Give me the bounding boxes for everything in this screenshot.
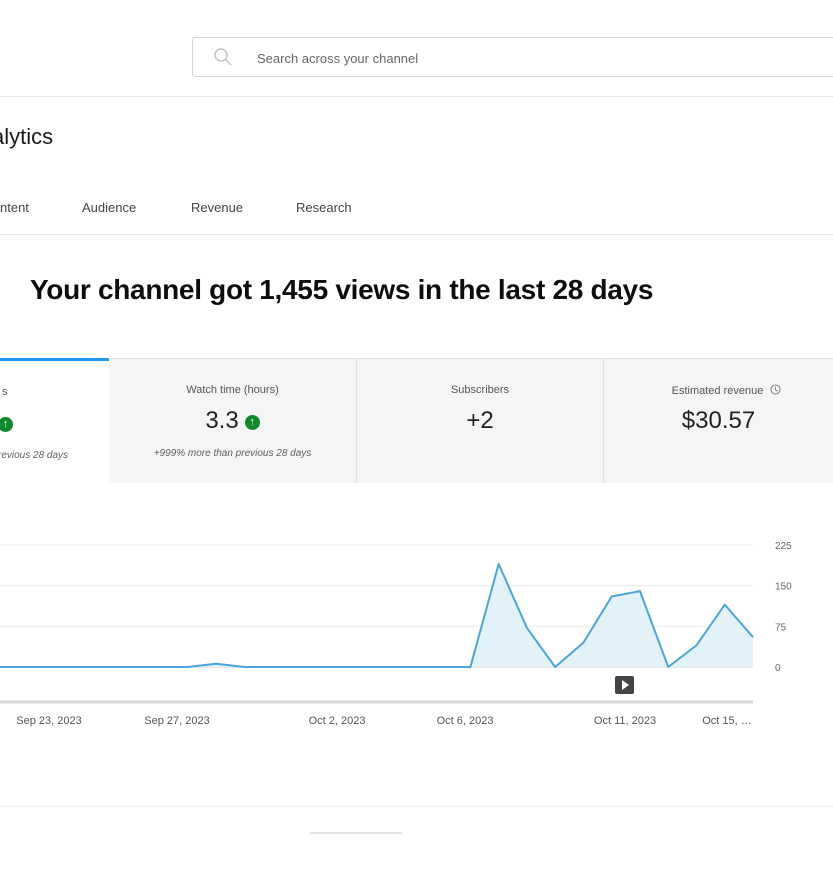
metric-note: +999% more than previous 28 days [153, 448, 312, 459]
card-divider [603, 358, 604, 483]
metric-label: Estimated revenue [671, 385, 764, 397]
metric-label: Subscribers [450, 384, 510, 396]
tab-content[interactable]: ntent [0, 200, 29, 215]
arrow-up-icon: ↑ [0, 417, 13, 432]
metric-card-views[interactable]: s ↑ revious 28 days [0, 358, 109, 483]
card-divider [356, 358, 357, 483]
play-icon[interactable] [615, 676, 634, 694]
page-title: alytics [0, 124, 54, 149]
metric-value: 3.3 ↑ [109, 407, 356, 435]
search-box[interactable] [192, 37, 833, 77]
summary-headline: Your channel got 1,455 views in the last… [30, 274, 654, 305]
y-tick-label: 150 [775, 582, 792, 593]
divider [310, 832, 402, 834]
search-icon [214, 48, 232, 66]
x-tick-label: Sep 23, 2023 [16, 715, 81, 727]
views-chart: 0 75 150 225 Sep 23, 2023 Sep 27, 2023 Oct 2, … [0, 541, 792, 727]
x-tick-label: Oct 6, 2023 [437, 715, 494, 727]
tab-revenue[interactable]: Revenue [191, 200, 244, 215]
metric-label-wrap: Estimated revenue [612, 384, 833, 397]
metric-card-watch-time[interactable]: Watch time (hours) 3.3 ↑ +999% more than … [109, 358, 356, 483]
metric-value: ↑ [0, 409, 101, 437]
search-input[interactable] [255, 46, 659, 70]
metric-value-text: +2 [466, 407, 494, 434]
y-tick-label: 0 [775, 663, 781, 674]
metric-label: Watch time (hours) [186, 384, 279, 396]
x-tick-label: Oct 15, … [702, 715, 752, 727]
metric-value: +2 [357, 407, 603, 435]
tab-audience[interactable]: Audience [82, 200, 137, 215]
play-glyph [622, 680, 629, 690]
metric-card-subscribers[interactable]: Subscribers +2 [357, 358, 603, 483]
y-tick-label: 75 [775, 622, 787, 633]
tab-bar: ntent Audience Revenue Research [0, 184, 833, 235]
metric-card-revenue[interactable]: Estimated revenue $30.57 [604, 358, 833, 483]
series-line [0, 562, 754, 668]
x-tick-label: Oct 2, 2023 [309, 715, 366, 727]
metric-value-text: $30.57 [681, 407, 756, 434]
x-tick-label: Oct 11, 2023 [594, 715, 656, 727]
metric-value-text: 3.3 [205, 407, 239, 434]
divider [0, 806, 833, 807]
metric-value: $30.57 [604, 407, 833, 435]
arrow-up-icon: ↑ [244, 415, 260, 430]
metric-cards: s ↑ revious 28 days Watch time (hours) 3… [0, 358, 833, 483]
metric-label: s [2, 386, 8, 398]
tab-research[interactable]: Research [296, 200, 352, 215]
info-icon[interactable] [770, 384, 781, 395]
y-tick-label: 225 [775, 541, 792, 552]
top-bar [0, 0, 833, 97]
metric-note: revious 28 days [0, 450, 69, 461]
series-area [0, 563, 753, 667]
x-tick-label: Sep 27, 2023 [144, 715, 209, 727]
